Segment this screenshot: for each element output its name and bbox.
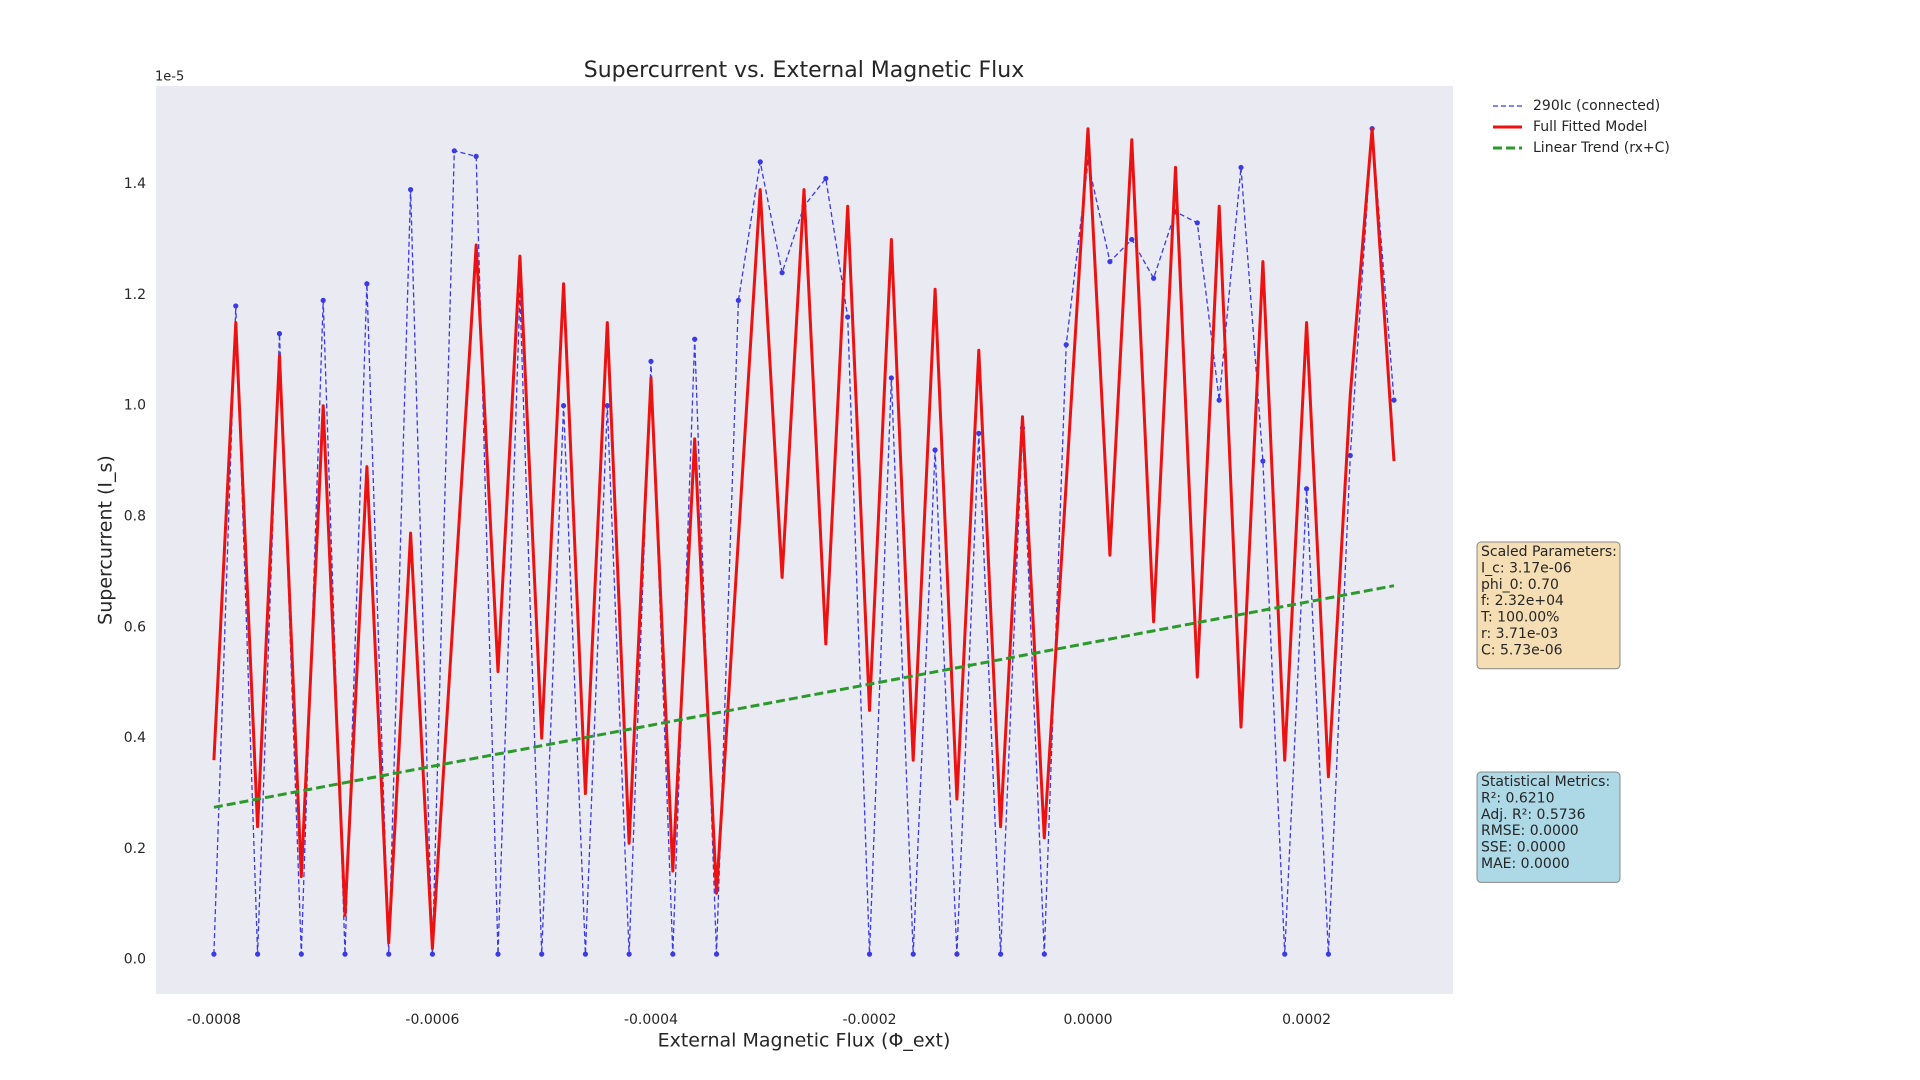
data-point [1303, 486, 1310, 492]
data-point [845, 314, 851, 320]
y-offset-label: 1e-5 [155, 70, 184, 85]
y-tick-label: 1.4 [124, 176, 146, 192]
annotation-text: C: 5.73e-06 [1481, 642, 1563, 658]
data-point [539, 951, 545, 957]
data-point [692, 336, 698, 342]
data-point [998, 951, 1004, 957]
x-tick-label: 0.0002 [1282, 1012, 1331, 1028]
data-point [1347, 452, 1353, 459]
annotation-box [1476, 541, 1621, 670]
data-point [1194, 220, 1200, 226]
data-point [451, 148, 457, 154]
plot-area [156, 86, 1453, 994]
annotation-text: I_c: 3.17e-06 [1481, 560, 1572, 576]
data-point [823, 175, 829, 182]
data-point [1063, 342, 1069, 348]
data-point [1325, 951, 1332, 957]
data-point [429, 951, 436, 957]
data-point [495, 951, 501, 957]
data-point [211, 951, 217, 957]
y-tick-label: 0.4 [124, 730, 146, 746]
annotation-text: SSE: 0.0000 [1481, 840, 1566, 856]
data-point [255, 951, 261, 957]
series-line [213, 584, 1395, 809]
data-point [626, 951, 632, 957]
annotation-text: phi_0: 0.70 [1481, 577, 1559, 593]
data-point [233, 303, 239, 309]
y-tick-label: 1.0 [124, 398, 146, 414]
chart-title: Supercurrent vs. External Magnetic Flux [584, 58, 1025, 83]
x-tick-label: -0.0008 [187, 1012, 241, 1028]
x-axis-label: External Magnetic Flux (Φ_ext) [658, 1030, 951, 1052]
data-point [932, 447, 938, 453]
data-point [298, 951, 304, 957]
data-point [407, 186, 414, 193]
y-tick-label: 1.2 [124, 287, 146, 303]
data-point [735, 297, 741, 303]
data-point [1260, 458, 1266, 464]
data-point [1107, 259, 1113, 265]
x-tick-label: -0.0004 [624, 1012, 678, 1028]
y-tick-label: 0.2 [124, 841, 146, 857]
x-tick-label: -0.0006 [405, 1012, 459, 1028]
annotation-text: Scaled Parameters: [1481, 544, 1617, 560]
legend-label: 290Ic (connected) [1533, 98, 1660, 114]
annotation-text: f: 2.32e+04 [1481, 593, 1564, 609]
x-tick-label: 0.0000 [1064, 1012, 1113, 1028]
data-point [1282, 951, 1288, 957]
data-point [779, 270, 785, 276]
data-point [582, 951, 589, 957]
data-point [670, 951, 676, 957]
data-point [1238, 164, 1244, 171]
data-point [1391, 397, 1397, 403]
data-point [320, 297, 326, 303]
annotation-text: T: 100.00% [1480, 610, 1559, 626]
data-point [1151, 275, 1157, 281]
annotation-text: RMSE: 0.0000 [1481, 823, 1579, 839]
legend-label: Full Fitted Model [1533, 119, 1647, 135]
data-point [713, 951, 720, 957]
data-point [757, 159, 763, 165]
data-point [648, 358, 654, 364]
series-line [212, 127, 1396, 951]
data-point [1041, 951, 1047, 957]
data-point [954, 951, 960, 957]
data-point [386, 951, 392, 957]
annotation-text: Statistical Metrics: [1481, 774, 1610, 790]
data-point [1129, 236, 1135, 243]
data-point [976, 430, 982, 436]
data-point [888, 375, 894, 381]
y-tick-label: 0.0 [124, 952, 146, 968]
data-point [1216, 397, 1222, 403]
annotation-text: Adj. R²: 0.5736 [1481, 807, 1586, 823]
data-point [364, 281, 370, 287]
x-tick-label: -0.0002 [842, 1012, 896, 1028]
data-point [473, 153, 479, 159]
data-point [910, 951, 916, 957]
data-point [560, 403, 567, 409]
data-point [604, 403, 610, 409]
data-point [276, 331, 283, 337]
data-point [866, 951, 873, 957]
y-axis-label: Supercurrent (I_s) [95, 455, 117, 625]
data-point [342, 951, 348, 957]
y-tick-label: 0.8 [124, 508, 146, 524]
annotation-text: R²: 0.6210 [1481, 790, 1555, 806]
annotation-text: MAE: 0.0000 [1481, 856, 1570, 872]
annotation-text: r: 3.71e-03 [1481, 626, 1558, 642]
annotation-box [1476, 771, 1621, 883]
y-tick-label: 0.6 [124, 619, 146, 635]
legend-label: Linear Trend (rx+C) [1533, 140, 1670, 156]
